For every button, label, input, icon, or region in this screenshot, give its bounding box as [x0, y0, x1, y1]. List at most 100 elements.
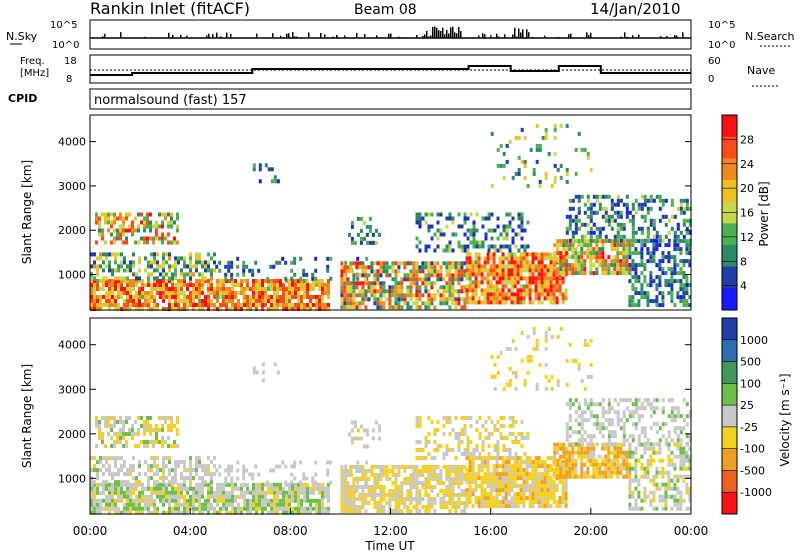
velocity-cell	[385, 477, 389, 481]
power-cell	[433, 265, 437, 270]
velocity-cell	[481, 440, 485, 444]
power-cell	[138, 276, 141, 281]
power-cell	[418, 277, 422, 282]
velocity-cell	[237, 510, 240, 515]
power-cell	[324, 307, 327, 311]
power-cell	[586, 222, 590, 227]
power-cell	[347, 232, 351, 237]
velocity-cell	[99, 502, 102, 507]
velocity-cell	[439, 444, 443, 448]
power-cell	[394, 285, 398, 290]
velocity-cell	[340, 465, 344, 469]
velocity-cell	[255, 482, 258, 487]
freq-label: Freq.	[20, 56, 45, 67]
power-cell	[673, 247, 677, 252]
power-cell	[513, 300, 517, 305]
power-cell	[258, 283, 261, 287]
velocity-cell	[598, 474, 602, 479]
power-cell	[498, 280, 502, 285]
velocity-cell	[198, 486, 201, 491]
power-cell	[309, 283, 312, 287]
velocity-cell	[314, 460, 318, 465]
velocity-cell	[640, 474, 644, 479]
power-cell	[427, 301, 431, 306]
power-cell	[198, 252, 201, 257]
power-cell	[604, 234, 608, 239]
power-cell	[652, 255, 656, 260]
velocity-cell	[549, 464, 553, 469]
power-cell	[486, 280, 490, 285]
power-cell	[607, 271, 611, 276]
velocity-cell	[439, 497, 443, 501]
velocity-cell	[565, 434, 569, 439]
power-cell	[125, 228, 128, 233]
power-cell	[507, 280, 511, 285]
power-cell	[577, 251, 581, 256]
power-cell	[285, 307, 288, 311]
power-cell	[418, 240, 422, 245]
velocity-cell	[688, 434, 692, 439]
power-cell	[123, 279, 126, 283]
power-cell	[183, 264, 186, 269]
power-cell	[457, 224, 461, 229]
power-cell	[445, 301, 449, 306]
power-cell	[685, 243, 689, 248]
power-cell	[634, 271, 638, 276]
velocity-cell	[101, 432, 104, 436]
velocity-cell	[302, 476, 306, 481]
power-cell	[472, 244, 476, 249]
power-cell	[340, 261, 344, 266]
power-cell	[516, 260, 520, 265]
power-cell	[146, 212, 149, 217]
power-cell	[595, 194, 599, 199]
velocity-cell	[285, 502, 288, 507]
velocity-cell	[664, 502, 668, 507]
velocity-cell	[276, 498, 279, 503]
power-cell	[553, 251, 557, 256]
velocity-cell	[382, 485, 386, 489]
velocity-cell	[486, 480, 490, 485]
velocity-cell	[492, 504, 496, 509]
velocity-cell	[90, 494, 93, 499]
velocity-cell	[309, 486, 312, 491]
velocity-cell	[628, 454, 632, 459]
velocity-cell	[468, 472, 472, 477]
power-cell	[468, 272, 472, 277]
power-cell	[589, 259, 593, 264]
velocity-cell	[564, 480, 568, 485]
power-cell	[116, 232, 119, 237]
power-cell	[661, 251, 665, 256]
nsky-label: N.Sky	[6, 30, 38, 43]
power-cell	[655, 243, 659, 248]
power-cell	[391, 285, 395, 290]
velocity-cell	[531, 492, 535, 497]
velocity-cell	[592, 474, 596, 479]
power-cell	[513, 268, 517, 273]
velocity-cell	[183, 510, 186, 515]
velocity-cell	[589, 450, 593, 455]
velocity-cell	[565, 454, 569, 459]
velocity-cell	[496, 440, 500, 444]
power-cell	[255, 303, 258, 307]
power-cell	[625, 255, 629, 260]
velocity-cell	[643, 446, 647, 451]
power-cell	[397, 261, 401, 266]
velocity-cell	[140, 440, 143, 444]
velocity-cell	[628, 470, 632, 475]
velocity-cell	[528, 476, 532, 481]
velocity-cell	[361, 465, 365, 469]
power-cell	[558, 284, 562, 289]
velocity-cell	[676, 406, 680, 411]
power-cell	[415, 293, 419, 298]
velocity-cell	[558, 504, 562, 509]
velocity-cell	[486, 464, 490, 469]
velocity-cell	[165, 456, 168, 461]
velocity-cell	[655, 430, 659, 435]
power-cell	[667, 243, 671, 248]
velocity-cell	[258, 506, 261, 511]
power-cell	[340, 293, 344, 298]
velocity-cell	[273, 502, 276, 507]
velocity-cell	[664, 486, 668, 491]
velocity-cell	[480, 500, 484, 505]
velocity-cell	[297, 486, 300, 491]
